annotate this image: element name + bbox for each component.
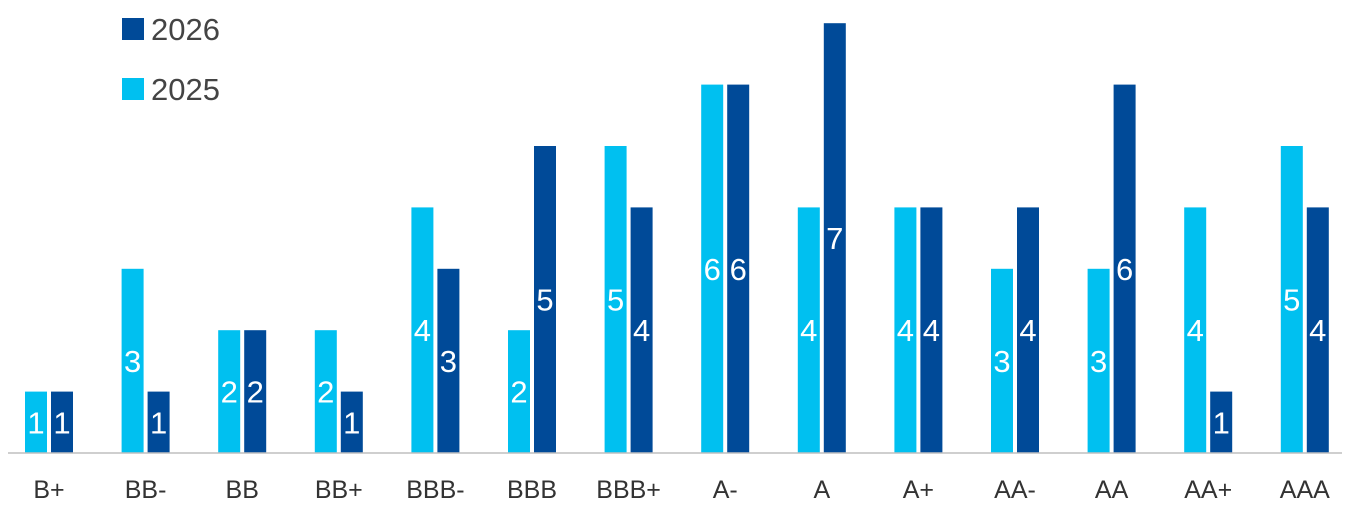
bar-2026-BB+	[340, 391, 363, 453]
data-label-2025-B+: 1	[27, 405, 44, 440]
bar-2026-AAA	[1306, 207, 1329, 453]
bar-2026-A	[823, 23, 846, 453]
bar-2026-BB-	[147, 391, 170, 453]
x-tick-label-BB: BB	[226, 476, 259, 504]
data-label-2025-BBB+: 5	[607, 283, 624, 318]
bar-2026-A+	[920, 207, 943, 453]
bar-2026-A-	[727, 84, 750, 453]
bar-2026-BB	[244, 330, 267, 453]
legend-label-2026: 2026	[151, 12, 220, 47]
bar-2025-AA+	[1184, 207, 1207, 453]
x-tick-label-BBB-: BBB-	[406, 476, 464, 504]
data-label-2026-BB-: 1	[150, 405, 167, 440]
data-label-2025-BB-: 3	[124, 344, 141, 379]
data-label-2025-AA+: 4	[1187, 313, 1204, 348]
x-tick-label-AA: AA	[1095, 476, 1129, 504]
data-label-2026-BBB-: 3	[440, 344, 457, 379]
data-label-2026-A-: 6	[730, 252, 747, 287]
data-label-2025-BB: 2	[221, 375, 238, 410]
data-label-2025-BBB: 2	[510, 375, 527, 410]
data-label-2026-BB: 2	[247, 375, 264, 410]
bar-2025-BBB-	[411, 207, 434, 453]
x-tick-label-A-: A-	[713, 476, 738, 504]
legend-swatch-2025	[122, 78, 144, 100]
data-label-2025-A: 4	[800, 313, 817, 348]
bar-2026-BBB-	[437, 268, 460, 453]
data-label-2026-B+: 1	[53, 405, 70, 440]
bar-2025-BBB	[508, 330, 530, 453]
data-label-2025-BBB-: 4	[414, 313, 431, 348]
bar-2025-BB+	[314, 330, 337, 453]
data-label-2026-BB+: 1	[343, 405, 360, 440]
bar-2025-A	[797, 207, 820, 453]
bar-2026-B+	[51, 391, 73, 453]
data-label-2025-AA: 3	[1090, 344, 1107, 379]
bar-2026-BBB	[534, 146, 556, 453]
x-tick-label-BBB+: BBB+	[596, 476, 661, 504]
bar-2026-AA-	[1017, 207, 1039, 453]
data-label-2025-AAA: 5	[1283, 283, 1300, 318]
x-tick-label-B+: B+	[33, 476, 64, 504]
data-label-2025-A-: 6	[704, 252, 721, 287]
bar-2026-AA	[1113, 84, 1136, 453]
legend-swatch-2026	[122, 18, 144, 40]
bar-2025-AAA	[1280, 146, 1303, 453]
data-label-2026-AA: 6	[1116, 252, 1133, 287]
data-label-2026-A: 7	[826, 221, 843, 256]
data-label-2026-BBB+: 4	[633, 313, 650, 348]
data-label-2025-AA-: 3	[993, 344, 1010, 379]
data-label-2025-BB+: 2	[317, 375, 334, 410]
x-tick-label-AAA: AAA	[1280, 476, 1330, 504]
x-tick-label-BB-: BB-	[125, 476, 167, 504]
bar-2026-AA+	[1210, 391, 1233, 453]
x-tick-label-AA-: AA-	[994, 476, 1036, 504]
data-label-2026-A+: 4	[923, 313, 940, 348]
bar-2026-BBB+	[630, 207, 653, 453]
bar-2025-B+	[25, 391, 47, 453]
bar-2025-AA-	[991, 268, 1013, 453]
bar-2025-AA	[1087, 268, 1110, 453]
bar-2025-A+	[894, 207, 917, 453]
x-tick-label-A: A	[813, 476, 830, 504]
data-label-2026-AAA: 4	[1309, 313, 1326, 348]
x-tick-label-BBB: BBB	[507, 476, 557, 504]
bar-2025-BB	[218, 330, 241, 453]
x-tick-label-AA+: AA+	[1184, 476, 1232, 504]
bar-2025-A-	[701, 84, 724, 453]
data-label-2026-AA-: 4	[1019, 313, 1036, 348]
data-label-2025-A+: 4	[897, 313, 914, 348]
x-tick-label-A+: A+	[903, 476, 934, 504]
x-tick-label-BB+: BB+	[315, 476, 363, 504]
data-label-2026-BBB: 5	[536, 283, 553, 318]
bar-2025-BBB+	[604, 146, 627, 453]
data-label-2026-AA+: 1	[1213, 405, 1230, 440]
bar-2025-BB-	[121, 268, 144, 453]
legend-label-2025: 2025	[151, 72, 220, 107]
